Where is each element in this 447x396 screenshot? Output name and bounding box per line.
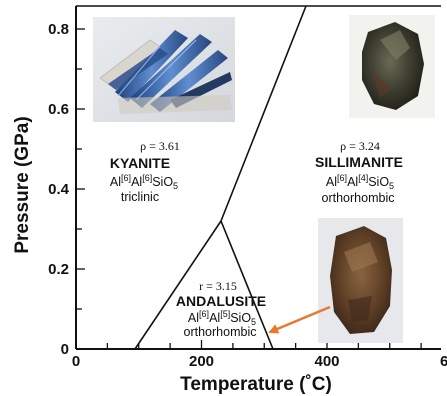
andalusite-name: ANDALUSITE	[176, 293, 266, 309]
x-axis-title: Temperature (˚C)	[180, 374, 332, 395]
x-tick-label: 0	[72, 353, 80, 370]
sillimanite-density: ρ = 3.24	[340, 139, 380, 153]
kyanite-name: KYANITE	[110, 155, 170, 171]
x-axis-ticks: 02004006008001000	[72, 340, 447, 370]
sillimanite-label: ρ = 3.24 SILLIMANITE Al[6]Al[4]SiO5 orth…	[315, 139, 403, 205]
andalusite-crystal-system: orthorhombic	[184, 325, 257, 339]
y-tick-label: 0.4	[48, 181, 70, 198]
sillimanite-name: SILLIMANITE	[315, 154, 403, 170]
y-tick-label: 0.6	[48, 101, 69, 118]
y-axis-ticks: 0 0.2 0.4 0.6 0.8	[48, 21, 85, 358]
x-tick-label: 200	[189, 353, 214, 370]
sillimanite-formula: Al[6]Al[4]SiO5	[326, 173, 394, 191]
y-tick-label: 0.8	[48, 21, 69, 38]
x-tick-label: 400	[314, 353, 339, 370]
kyanite-photo	[93, 17, 235, 122]
x-tick-label: 600	[440, 353, 447, 370]
andalusite-label: r = 3.15 ANDALUSITE Al[6]Al[5]SiO5 ortho…	[176, 279, 266, 339]
andalusite-formula: Al[6]Al[5]SiO5	[188, 309, 256, 327]
kyanite-label: ρ = 3.61 KYANITE Al[6]Al[6]SiO5 triclini…	[110, 139, 180, 204]
y-axis-title: Pressure (GPa)	[12, 116, 33, 253]
y-tick-label: 0	[61, 341, 69, 358]
andalusite-photo	[318, 218, 403, 343]
kyanite-sillimanite-boundary	[220, 5, 307, 222]
sillimanite-crystal-system: orthorhombic	[322, 191, 395, 205]
sillimanite-photo	[349, 15, 435, 118]
andalusite-density: r = 3.15	[199, 279, 237, 293]
andalusite-photo-arrow	[268, 305, 331, 334]
kyanite-crystal-system: triclinic	[121, 190, 159, 204]
andalusite-sillimanite-boundary	[220, 220, 274, 350]
kyanite-andalusite-boundary	[134, 220, 222, 350]
kyanite-formula: Al[6]Al[6]SiO5	[110, 173, 178, 191]
kyanite-density: ρ = 3.61	[140, 139, 180, 153]
y-tick-label: 0.2	[48, 261, 69, 278]
